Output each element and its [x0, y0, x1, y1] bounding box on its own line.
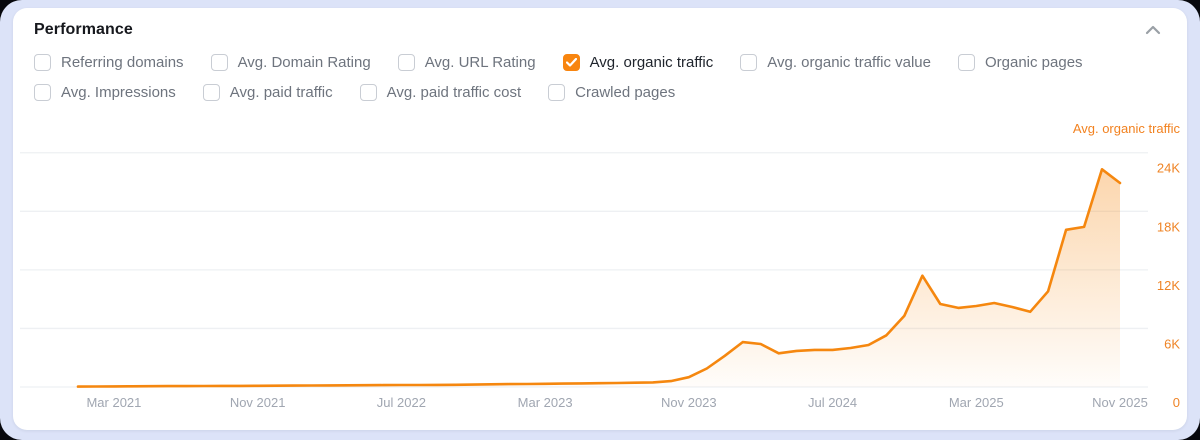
x-tick-label: Jul 2022: [377, 395, 426, 410]
metric-row-2: Avg. Impressions Avg. paid traffic Avg. …: [34, 84, 1166, 101]
chevron-up-icon: [1145, 25, 1161, 35]
metric-checkbox-referring-domains[interactable]: Referring domains: [34, 54, 184, 71]
y-tick-label: 12K: [1157, 278, 1180, 293]
y-axis-labels: 24K 18K 12K 6K 0: [1157, 161, 1180, 410]
metric-label: Organic pages: [984, 54, 1083, 71]
y-axis-title: Avg. organic traffic: [1072, 121, 1180, 136]
checkbox-icon[interactable]: [562, 54, 580, 71]
x-tick-label: Nov 2023: [661, 395, 717, 410]
metric-checkbox-avg-url-rating[interactable]: Avg. URL Rating: [397, 54, 536, 71]
checkmark-icon: [565, 58, 577, 67]
checkbox-icon[interactable]: [34, 84, 51, 101]
x-tick-label: Mar 2025: [949, 395, 1004, 410]
y-tick-label: 6K: [1164, 336, 1180, 351]
performance-card: Performance Referring domains Avg. Domai…: [13, 8, 1187, 430]
metric-checkbox-avg-impressions[interactable]: Avg. Impressions: [34, 84, 176, 101]
x-axis-labels: Mar 2021 Nov 2021 Jul 2022 Mar 2023 Nov 2023…: [86, 395, 1147, 410]
checkbox-icon[interactable]: [397, 54, 415, 71]
metric-checkbox-avg-domain-rating[interactable]: Avg. Domain Rating: [210, 54, 371, 71]
x-tick-label: Mar 2021: [86, 395, 141, 410]
y-tick-label: 18K: [1157, 219, 1180, 234]
panel-title: Performance: [34, 21, 133, 38]
metric-label: Avg. Domain Rating: [237, 54, 371, 71]
checkbox-icon[interactable]: [359, 84, 377, 101]
area-series: [76, 167, 1122, 388]
card-header: Performance: [13, 8, 1187, 40]
metric-label: Avg. organic traffic value: [767, 54, 931, 71]
metric-label: Avg. paid traffic cost: [386, 84, 522, 101]
traffic-chart: Avg. organic traffic 24K 18K 12K 6K 0 Mar 20…: [13, 118, 1187, 420]
metric-label: Crawled pages: [575, 84, 676, 101]
checkbox-icon[interactable]: [210, 54, 228, 71]
traffic-line: [76, 167, 1122, 388]
metric-label: Avg. Impressions: [61, 84, 176, 101]
metric-checkbox-organic-pages[interactable]: Organic pages: [957, 54, 1083, 71]
x-tick-label: Nov 2025: [1092, 395, 1148, 410]
metric-checkbox-crawled-pages[interactable]: Crawled pages: [548, 84, 675, 101]
metric-label: Avg. organic traffic: [589, 54, 714, 71]
y-tick-label: 0: [1173, 395, 1180, 410]
metric-checkbox-avg-paid-traffic[interactable]: Avg. paid traffic: [202, 84, 333, 101]
y-tick-label: 24K: [1157, 161, 1180, 176]
checkbox-icon[interactable]: [202, 84, 220, 101]
metric-checkbox-avg-paid-traffic-cost[interactable]: Avg. paid traffic cost: [359, 84, 522, 101]
checkbox-icon[interactable]: [548, 84, 566, 101]
metric-toggles: Referring domains Avg. Domain Rating Avg…: [13, 40, 1187, 101]
x-tick-label: Nov 2021: [230, 395, 286, 410]
metric-checkbox-avg-organic-traffic[interactable]: Avg. organic traffic: [562, 54, 714, 71]
metric-checkbox-avg-organic-traffic-value[interactable]: Avg. organic traffic value: [740, 54, 931, 71]
area-fill: [78, 169, 1120, 387]
metric-label: Avg. URL Rating: [424, 54, 536, 71]
metric-label: Referring domains: [61, 54, 184, 71]
metric-label: Avg. paid traffic: [229, 84, 333, 101]
x-tick-label: Jul 2024: [808, 395, 857, 410]
collapse-button[interactable]: [1143, 20, 1163, 40]
checkbox-icon[interactable]: [34, 54, 51, 71]
checkbox-icon[interactable]: [740, 54, 758, 71]
x-tick-label: Mar 2023: [518, 395, 573, 410]
checkbox-icon[interactable]: [957, 54, 975, 71]
metric-row-1: Referring domains Avg. Domain Rating Avg…: [34, 54, 1166, 71]
